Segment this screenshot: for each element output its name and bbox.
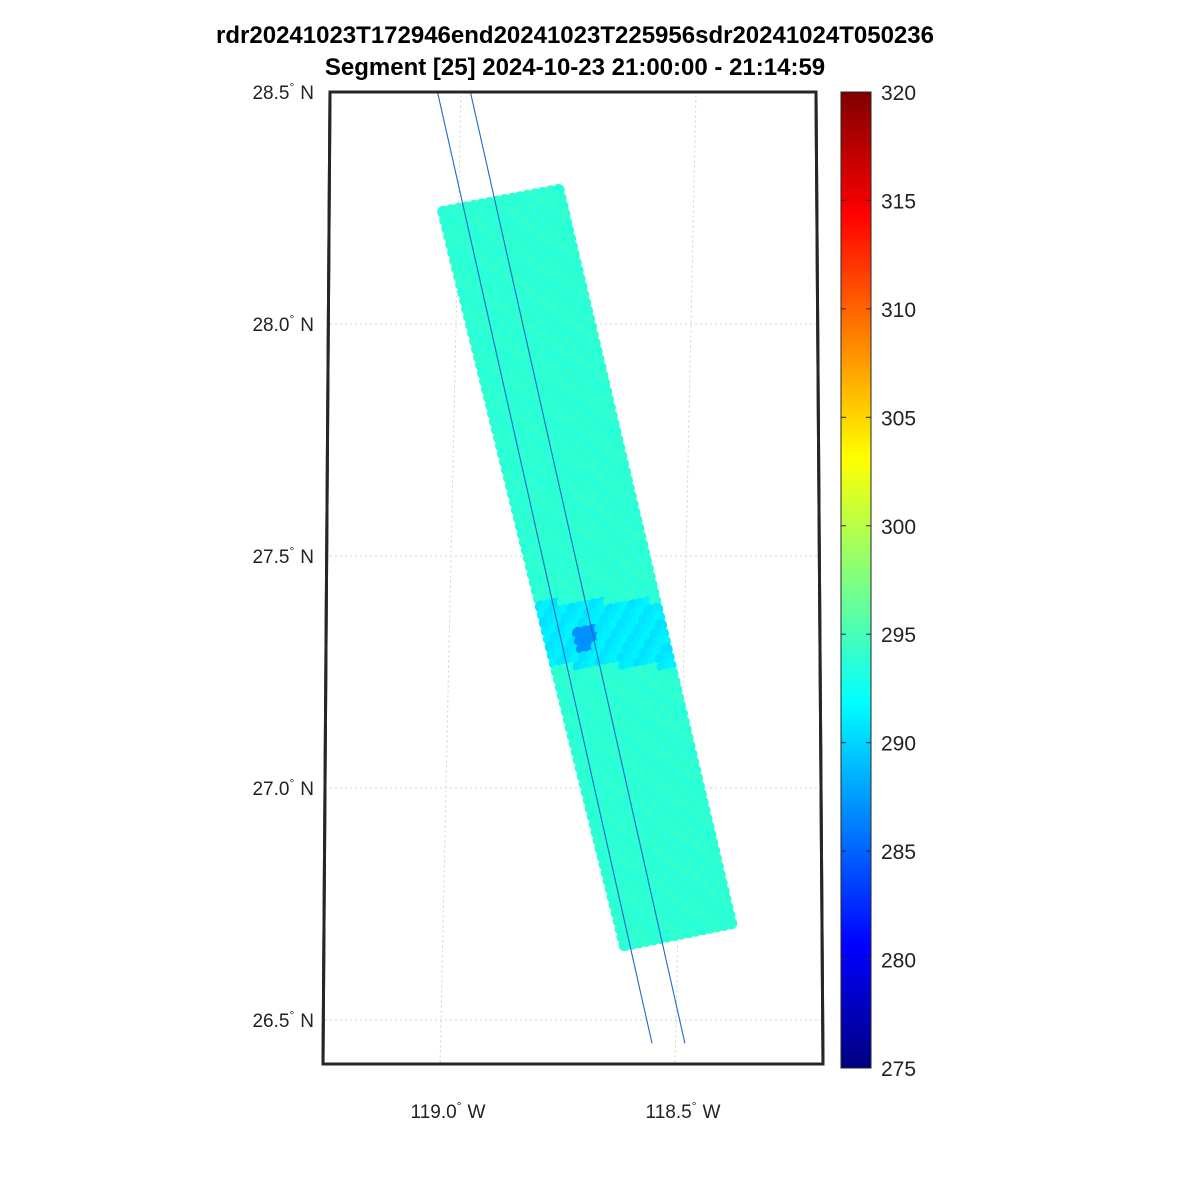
colorbar: [840, 91, 872, 1069]
track-line: [436, 92, 653, 1044]
map-frame-border: [321, 90, 825, 1066]
footprint-dot: [724, 917, 738, 930]
lat-label: 27.0° N: [252, 776, 314, 800]
figure-title-line-2: Segment [25] 2024-10-23 21:00:00 - 21:14…: [324, 54, 826, 81]
colorbar-ticks: 275 280 285 290 295 300 305 310 315 320: [841, 82, 916, 1081]
colorbar-tick-label: 275: [881, 1058, 916, 1081]
colorbar-tick-label: 315: [881, 190, 916, 213]
colorbar-tick-label: 295: [881, 624, 916, 647]
lat-label: 28.0° N: [252, 312, 314, 336]
lon-label: 119.0° W: [411, 1099, 486, 1123]
track-line: [469, 92, 686, 1044]
colorbar-tick-label: 285: [881, 841, 916, 864]
colorbar-tick-label: 320: [881, 82, 916, 105]
colorbar-tick-label: 280: [881, 950, 916, 973]
colorbar-tick-label: 305: [881, 407, 916, 430]
lat-label: 27.5° N: [252, 544, 314, 568]
colorbar-tick-label: 300: [881, 516, 916, 539]
colorbar-tick-label: 290: [881, 733, 916, 756]
colorbar-tick-label: 310: [881, 299, 916, 322]
track-lines: [436, 92, 686, 1044]
lat-label: 28.5° N: [252, 80, 314, 104]
latitude-labels: 28.5° N 28.0° N 27.5° N 27.0° N 26.5° N: [252, 80, 314, 1032]
lon-label: 118.5° W: [646, 1099, 721, 1123]
longitude-labels: 119.0° W 118.5° W: [411, 1099, 721, 1123]
figure-title-line-1: rdr20241023T172946end20241023T225956sdr2…: [216, 22, 934, 49]
lat-label: 26.5° N: [252, 1008, 314, 1032]
